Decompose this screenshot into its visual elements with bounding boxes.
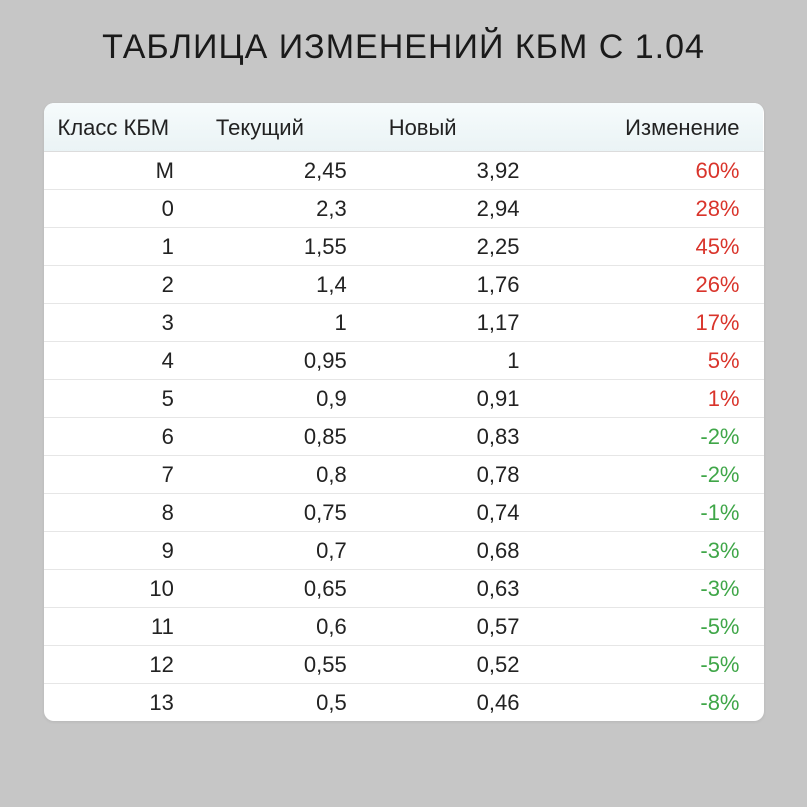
cell-current: 0,95 (202, 342, 375, 380)
cell-new: 0,57 (375, 608, 548, 646)
cell-current: 2,3 (202, 190, 375, 228)
table-row: 02,32,9428% (44, 190, 764, 228)
cell-new: 3,92 (375, 152, 548, 190)
cell-change: -3% (547, 532, 763, 570)
cell-current: 2,45 (202, 152, 375, 190)
cell-current: 1,55 (202, 228, 375, 266)
table-row: 11,552,2545% (44, 228, 764, 266)
cell-class: 8 (44, 494, 202, 532)
cell-class: 5 (44, 380, 202, 418)
cell-new: 0,46 (375, 684, 548, 722)
cell-class: 4 (44, 342, 202, 380)
table-row: 311,1717% (44, 304, 764, 342)
table-row: 90,70,68-3% (44, 532, 764, 570)
table-row: 120,550,52-5% (44, 646, 764, 684)
cell-class: 12 (44, 646, 202, 684)
cell-class: М (44, 152, 202, 190)
cell-new: 1,76 (375, 266, 548, 304)
col-header-change: Изменение (547, 103, 763, 152)
cell-class: 0 (44, 190, 202, 228)
cell-change: 26% (547, 266, 763, 304)
cell-new: 0,83 (375, 418, 548, 456)
table-row: 21,41,7626% (44, 266, 764, 304)
cell-new: 0,74 (375, 494, 548, 532)
cell-new: 0,91 (375, 380, 548, 418)
cell-new: 2,25 (375, 228, 548, 266)
col-header-class: Класс КБМ (44, 103, 202, 152)
cell-new: 0,68 (375, 532, 548, 570)
cell-class: 2 (44, 266, 202, 304)
cell-class: 9 (44, 532, 202, 570)
cell-class: 6 (44, 418, 202, 456)
table-body: М2,453,9260%02,32,9428%11,552,2545%21,41… (44, 152, 764, 722)
cell-class: 1 (44, 228, 202, 266)
cell-change: 45% (547, 228, 763, 266)
cell-new: 1,17 (375, 304, 548, 342)
cell-current: 1,4 (202, 266, 375, 304)
cell-change: -5% (547, 646, 763, 684)
table-row: М2,453,9260% (44, 152, 764, 190)
table-row: 50,90,911% (44, 380, 764, 418)
col-header-current: Текущий (202, 103, 375, 152)
cell-current: 0,85 (202, 418, 375, 456)
table-row: 40,9515% (44, 342, 764, 380)
cell-change: -2% (547, 456, 763, 494)
cell-class: 10 (44, 570, 202, 608)
cell-new: 0,52 (375, 646, 548, 684)
table-row: 80,750,74-1% (44, 494, 764, 532)
kbm-table: Класс КБМ Текущий Новый Изменение М2,453… (44, 103, 764, 721)
cell-change: 60% (547, 152, 763, 190)
cell-class: 13 (44, 684, 202, 722)
cell-current: 1 (202, 304, 375, 342)
cell-current: 0,55 (202, 646, 375, 684)
cell-current: 0,5 (202, 684, 375, 722)
page-title: ТАБЛИЦА ИЗМЕНЕНИЙ КБМ С 1.04 (102, 28, 705, 67)
table-row: 70,80,78-2% (44, 456, 764, 494)
cell-class: 11 (44, 608, 202, 646)
cell-change: 28% (547, 190, 763, 228)
cell-change: -1% (547, 494, 763, 532)
table-row: 110,60,57-5% (44, 608, 764, 646)
cell-change: -5% (547, 608, 763, 646)
kbm-table-container: Класс КБМ Текущий Новый Изменение М2,453… (44, 103, 764, 721)
cell-change: -8% (547, 684, 763, 722)
cell-new: 0,63 (375, 570, 548, 608)
table-row: 60,850,83-2% (44, 418, 764, 456)
col-header-new: Новый (375, 103, 548, 152)
cell-new: 0,78 (375, 456, 548, 494)
cell-current: 0,7 (202, 532, 375, 570)
cell-change: -3% (547, 570, 763, 608)
cell-current: 0,9 (202, 380, 375, 418)
cell-new: 1 (375, 342, 548, 380)
cell-new: 2,94 (375, 190, 548, 228)
cell-current: 0,75 (202, 494, 375, 532)
cell-change: -2% (547, 418, 763, 456)
table-row: 100,650,63-3% (44, 570, 764, 608)
cell-class: 7 (44, 456, 202, 494)
cell-current: 0,6 (202, 608, 375, 646)
cell-class: 3 (44, 304, 202, 342)
cell-current: 0,65 (202, 570, 375, 608)
table-header-row: Класс КБМ Текущий Новый Изменение (44, 103, 764, 152)
cell-change: 17% (547, 304, 763, 342)
cell-current: 0,8 (202, 456, 375, 494)
cell-change: 1% (547, 380, 763, 418)
table-row: 130,50,46-8% (44, 684, 764, 722)
cell-change: 5% (547, 342, 763, 380)
